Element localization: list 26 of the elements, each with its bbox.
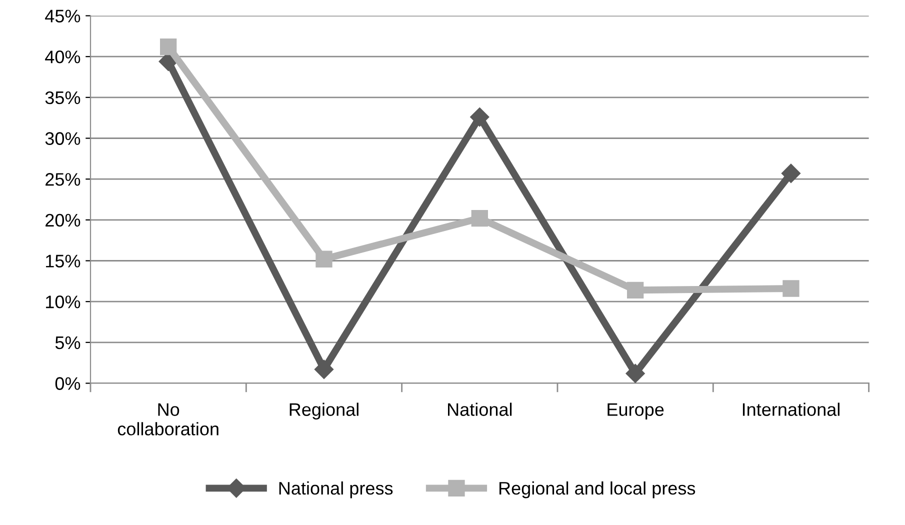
point bbox=[470, 107, 490, 127]
point bbox=[781, 164, 801, 183]
x-tick-label: National bbox=[448, 402, 512, 416]
x-tick-label: Regional bbox=[290, 402, 358, 420]
y-tick-label: 0% bbox=[55, 377, 80, 390]
point bbox=[316, 250, 332, 268]
legend-label: Regional and local press bbox=[499, 481, 696, 498]
legend-label: National press bbox=[279, 481, 393, 498]
y-tick-label: 5% bbox=[55, 336, 80, 350]
y-tick-label: 15% bbox=[46, 254, 80, 268]
point bbox=[626, 364, 645, 383]
y-tick-label: 20% bbox=[46, 214, 80, 227]
point bbox=[314, 360, 334, 379]
point bbox=[471, 210, 488, 227]
x-tick-label: No collaboration bbox=[118, 403, 218, 436]
point bbox=[160, 38, 177, 56]
x-tick-label: Europe bbox=[608, 403, 664, 420]
y-tick-label: 45% bbox=[45, 10, 80, 22]
point bbox=[782, 280, 800, 297]
x-tick-label: International bbox=[742, 402, 840, 416]
y-tick-label: 35% bbox=[45, 91, 80, 104]
y-tick-label: 30% bbox=[45, 132, 80, 145]
y-tick-label: 25% bbox=[46, 173, 80, 186]
y-tick-label: 40% bbox=[45, 50, 80, 64]
point bbox=[626, 282, 644, 298]
y-tick-label: 10% bbox=[46, 296, 80, 308]
